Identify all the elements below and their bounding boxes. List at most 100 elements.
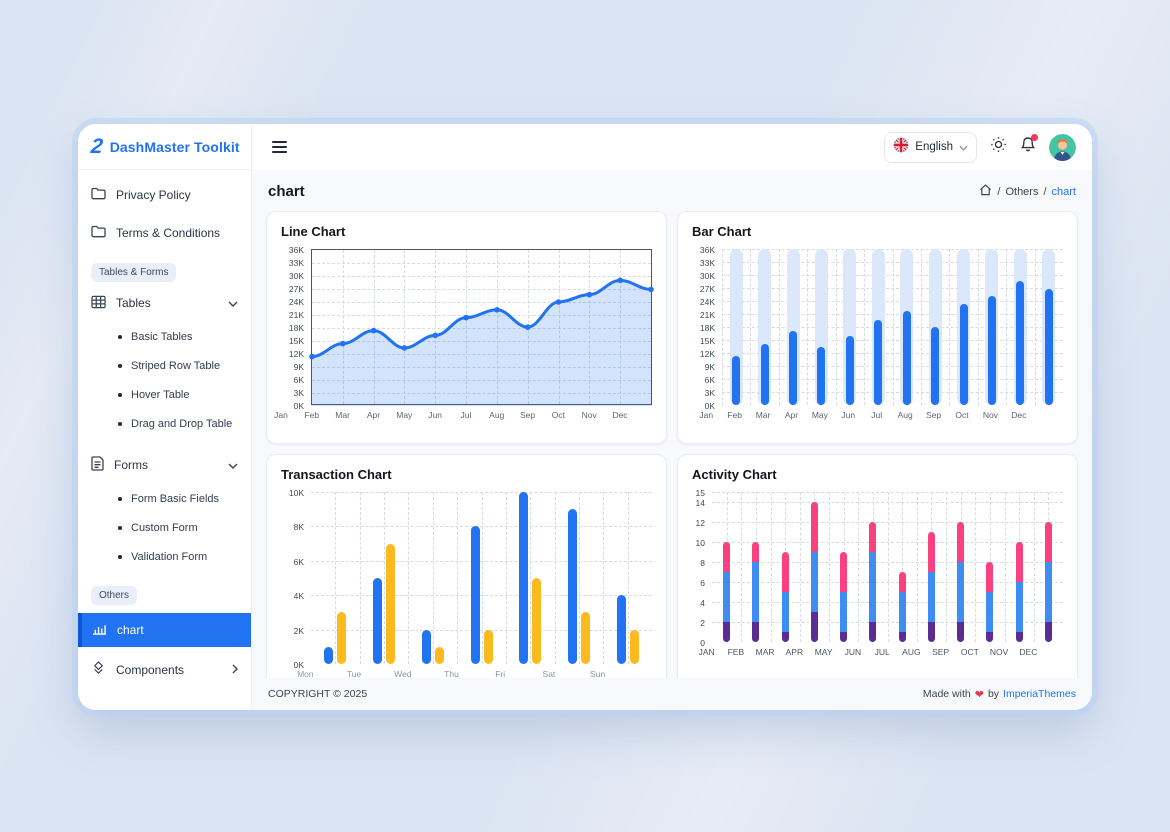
y-axis-tick-label: 15K: [699, 336, 715, 346]
bar-segment: [1044, 522, 1052, 562]
gridline-h: [312, 341, 651, 342]
user-avatar[interactable]: [1049, 133, 1076, 161]
bar-segment: [752, 622, 760, 642]
gridline-v: [1004, 492, 1006, 642]
bar-segment: [957, 562, 965, 622]
chart-card-activity: Activity Chart 0 2 4 6 8 10 12 14 15 JAN FEB MAR APR…: [677, 454, 1078, 678]
gridline-h: [312, 354, 651, 355]
stacked-bar: [1015, 542, 1023, 642]
sidebar-subitem-basic-tables[interactable]: Basic Tables: [78, 322, 251, 351]
x-axis-tick-label: Jun: [841, 410, 856, 420]
gridline-v: [920, 249, 922, 405]
gridline-v: [481, 492, 483, 664]
y-axis-tick-label: 4K: [293, 591, 304, 602]
x-axis-tick-label: Thu: [444, 669, 459, 678]
y-axis-tick-label: 15K: [288, 336, 304, 346]
plot-area: [309, 249, 654, 406]
sidebar-item-terms-conditions[interactable]: Terms & Conditions: [78, 214, 251, 252]
sidebar-subitem-striped-row-table[interactable]: Striped Row Table: [78, 351, 251, 380]
y-axis-tick-label: 8: [700, 558, 705, 568]
folder-icon: [91, 187, 106, 203]
sidebar-subitem-form-basic-fields[interactable]: Form Basic Fields: [78, 484, 251, 513]
sidebar-subitem-custom-form[interactable]: Custom Form: [78, 513, 251, 542]
sidebar-item-components[interactable]: Components: [78, 651, 251, 689]
bar: [732, 356, 741, 405]
content-area: chart / Others / chart Line Chart 0K 3K 6K…: [252, 170, 1092, 678]
x-axis-tick-label: Apr: [366, 410, 381, 420]
y-axis-tick-label: 33K: [699, 258, 715, 268]
bar-segment: [781, 552, 789, 592]
bullet-icon: [118, 334, 122, 339]
copyright-text: COPYRIGHT © 2025: [268, 688, 368, 700]
stacked-bar: [957, 522, 965, 642]
gridline-v: [603, 492, 605, 664]
sidebar-subitem-validation-form[interactable]: Validation Form: [78, 542, 251, 571]
gridline-v: [496, 250, 498, 404]
stacked-bar: [781, 552, 789, 642]
chart-title: Transaction Chart: [281, 467, 392, 482]
data-point: [432, 332, 439, 339]
data-point: [463, 314, 469, 321]
bar-segment: [898, 592, 906, 632]
stacked-bar: [723, 542, 731, 642]
brand-link[interactable]: ImperiaThemes: [1003, 688, 1076, 700]
sidebar-subitem-hover-table[interactable]: Hover Table: [78, 380, 251, 409]
gridline-v: [799, 492, 801, 642]
main-area: English chart: [252, 124, 1092, 710]
x-axis-tick-label: Sat: [542, 669, 556, 678]
stacked-bar: [1044, 522, 1052, 642]
x-axis-tick-label: Sun: [590, 669, 606, 678]
theme-toggle-button[interactable]: [990, 136, 1007, 158]
data-point: [401, 345, 408, 351]
x-axis-tick-label: Feb: [304, 410, 320, 420]
gridline-v: [778, 249, 780, 405]
bar: [959, 303, 968, 405]
x-axis-tick-label: Dec: [1011, 410, 1027, 420]
y-axis-tick-label: 3K: [704, 388, 715, 398]
gridline-v: [835, 249, 837, 405]
notifications-button[interactable]: [1020, 134, 1038, 158]
y-axis-tick-label: 0: [700, 638, 705, 648]
bar-yellow: [434, 646, 444, 664]
gridline-v: [505, 492, 507, 664]
y-axis-tick-label: 2K: [293, 625, 304, 636]
language-selector[interactable]: English: [884, 131, 977, 163]
bar: [845, 335, 854, 405]
chart-title: Activity Chart: [692, 467, 777, 482]
bar-chart-canvas: 0K 3K 6K 9K 12K 15K 18K 21K 24K 27K 30K 33K 36K Jan Fe…: [692, 245, 1063, 420]
bar-segment: [840, 592, 848, 632]
x-axis-tick-label: Sep: [925, 410, 942, 420]
x-axis-tick-label: Jun: [428, 410, 442, 420]
breadcrumb-current[interactable]: chart: [1051, 185, 1076, 198]
bar-segment: [781, 592, 789, 632]
bar-segment: [927, 622, 935, 642]
sidebar-item-tables[interactable]: Tables: [78, 284, 251, 322]
bar-blue: [421, 629, 431, 664]
page-title: chart: [268, 183, 305, 200]
bar: [760, 343, 769, 405]
breadcrumb-section[interactable]: Others: [1005, 185, 1039, 198]
gridline-v: [864, 249, 866, 405]
heart-icon: ❤: [974, 688, 984, 701]
x-axis-tick-label: Oct: [955, 410, 969, 420]
y-axis-tick-label: 6K: [704, 375, 715, 385]
hamburger-menu-button[interactable]: [268, 137, 291, 157]
x-axis-tick-label: Oct: [551, 410, 565, 420]
bar-yellow: [386, 543, 396, 664]
x-axis-tick-label: OCT: [960, 647, 979, 657]
sidebar-item-chart[interactable]: chart: [78, 613, 251, 647]
data-point: [617, 277, 623, 284]
sidebar-item-privacy-policy[interactable]: Privacy Policy: [78, 176, 251, 214]
home-icon[interactable]: [979, 184, 992, 199]
bullet-icon: [118, 554, 122, 559]
app-title: DashMaster Toolkit: [109, 138, 240, 155]
sidebar-item-forms[interactable]: Forms: [78, 446, 251, 484]
logo-row[interactable]: 2 DashMaster Toolkit: [78, 124, 251, 170]
gridline-v: [829, 492, 830, 642]
y-axis-tick-label: 6: [700, 578, 705, 588]
gridline-v: [404, 250, 406, 404]
sidebar-subitem-drag-drop-table[interactable]: Drag and Drop Table: [78, 409, 251, 438]
y-axis-tick-label: 21K: [699, 310, 715, 320]
notification-dot: [1031, 134, 1038, 141]
logo-icon: 2: [89, 135, 104, 158]
